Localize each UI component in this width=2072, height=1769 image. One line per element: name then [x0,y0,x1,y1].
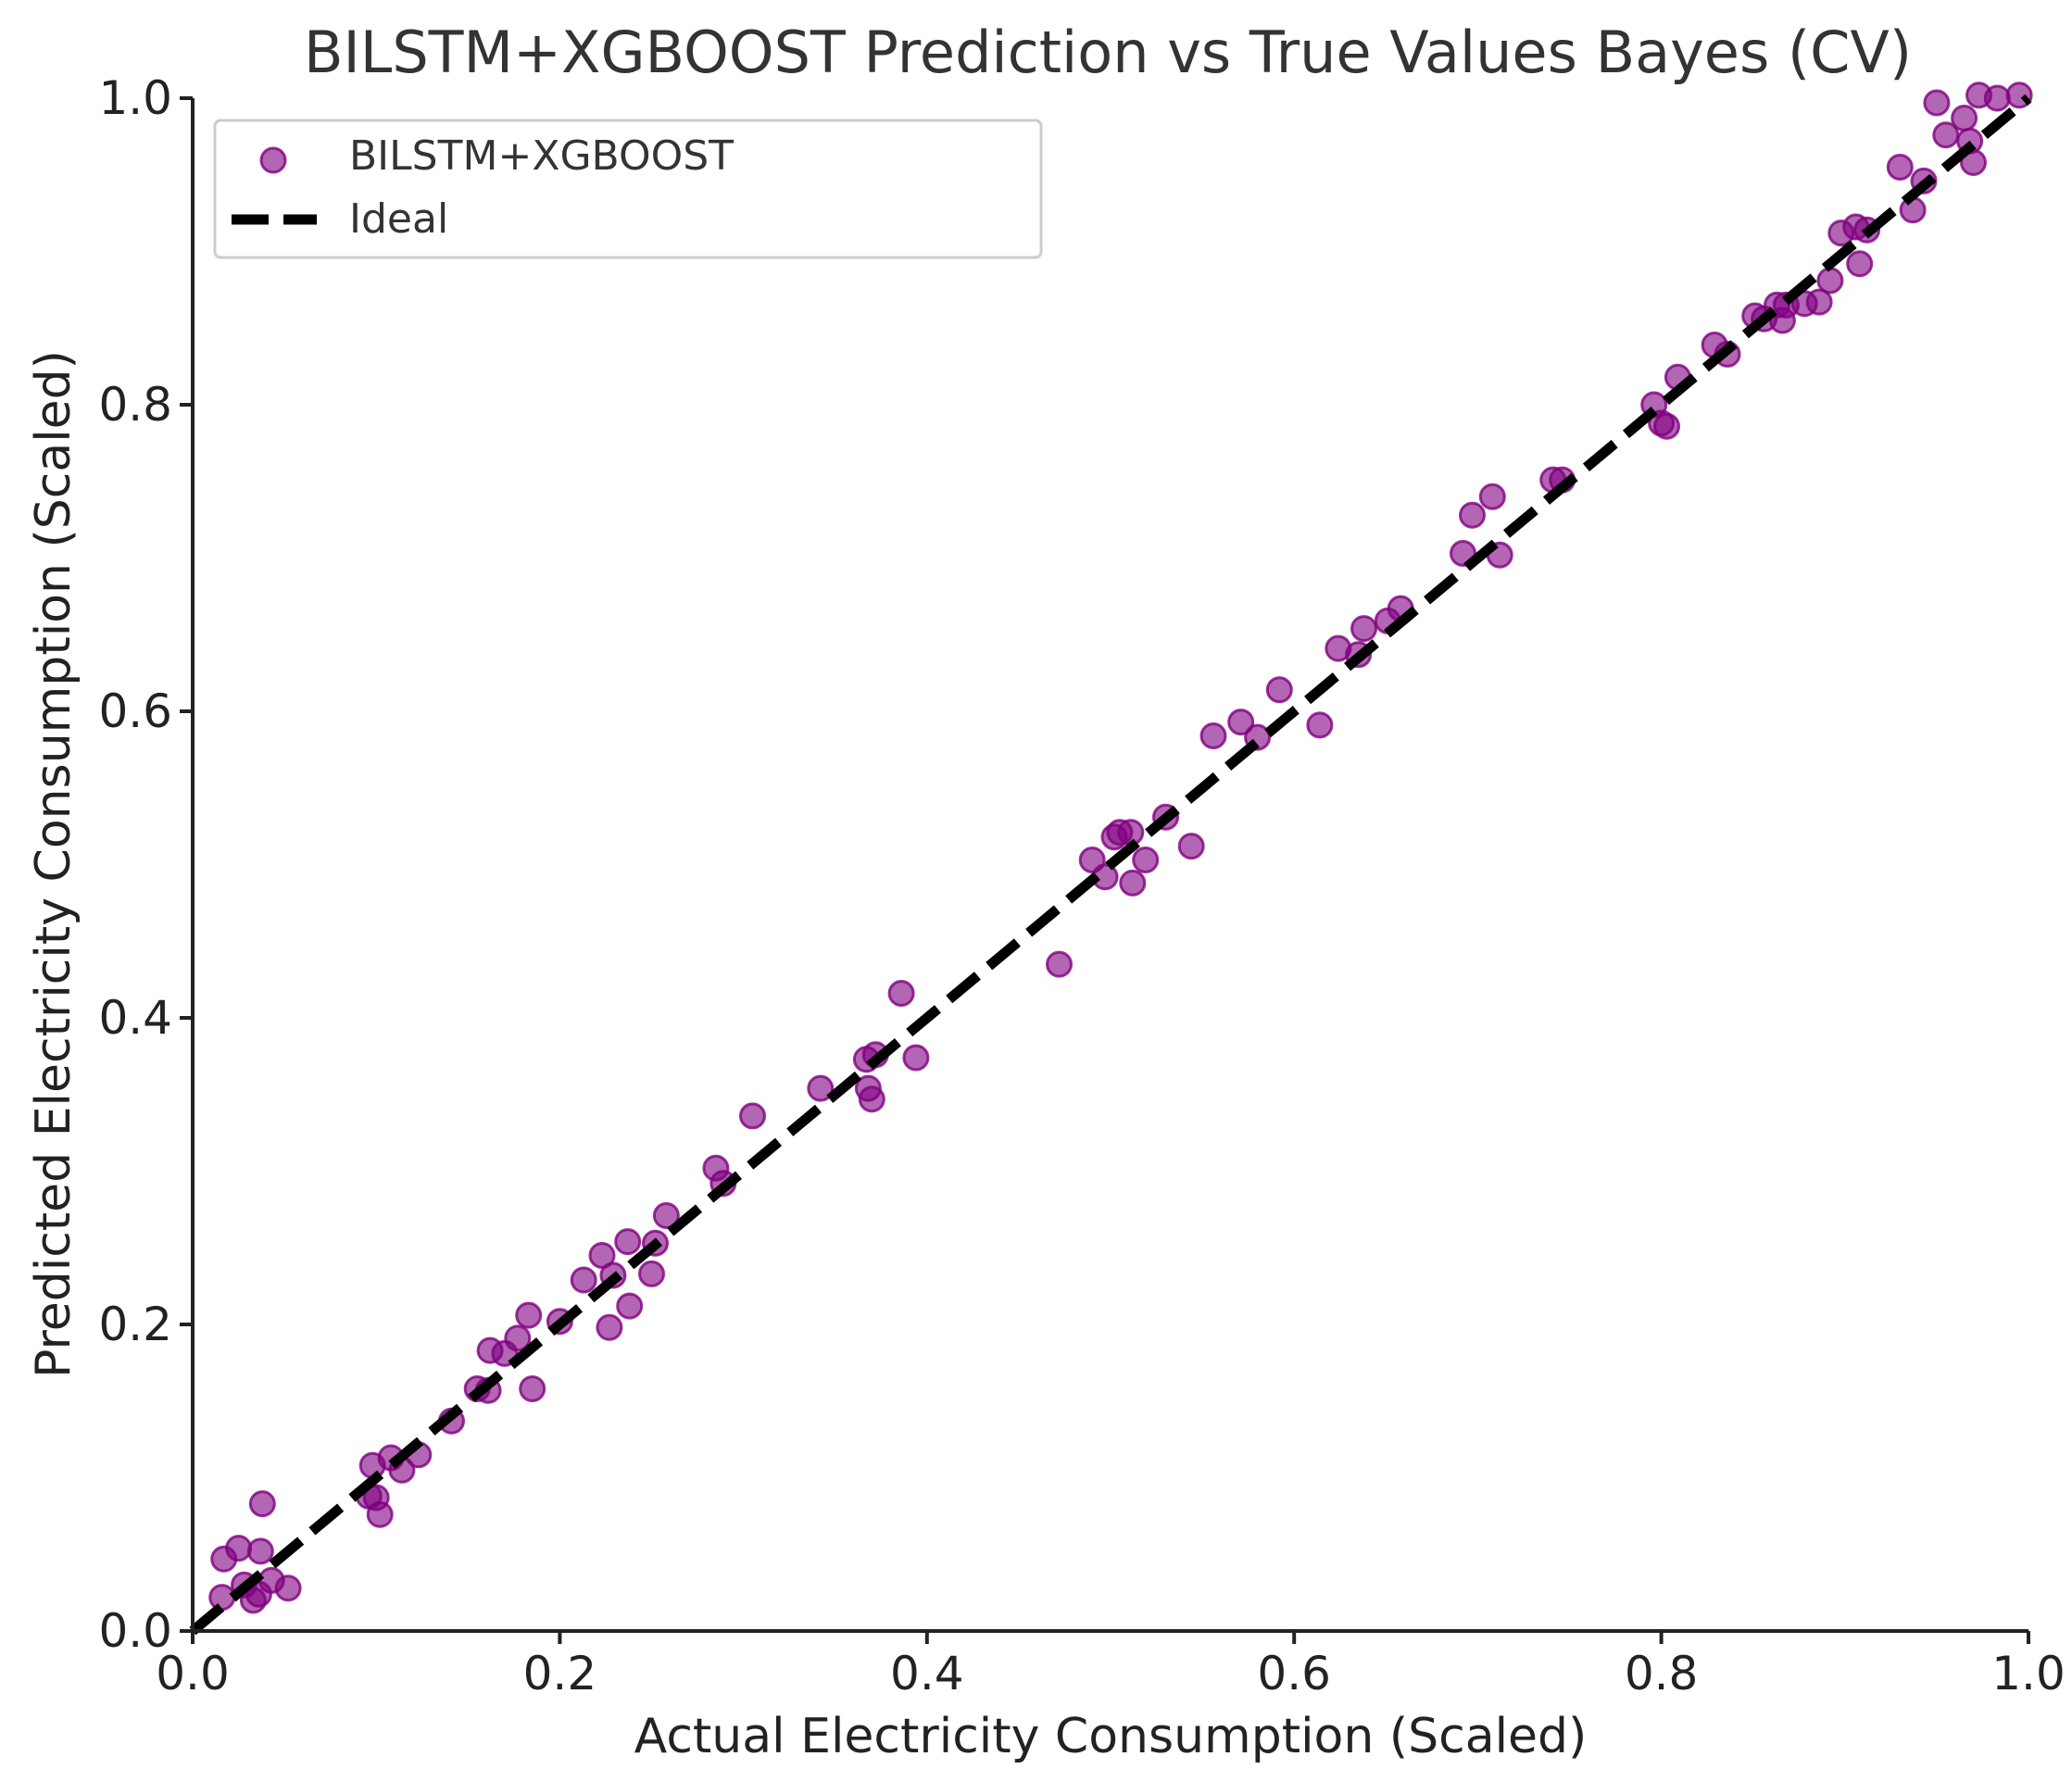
data-point [616,1292,644,1320]
data-point [1227,709,1255,736]
x-tick-label: 1.0 [1991,1647,2066,1700]
data-point [614,1228,642,1256]
ideal-line [189,94,2032,1636]
y-tick-label: 0.2 [98,1298,172,1351]
data-point [1046,950,1073,978]
y-axis-label: Predicted Electricity Consumption (Scale… [26,350,82,1378]
data-point [1119,869,1147,897]
legend: BILSTM+XGBOOST Ideal [213,119,1043,259]
data-point [519,1375,546,1402]
data-point [1923,89,1951,117]
data-point [588,1242,616,1269]
x-tick-label: 0.4 [890,1647,964,1700]
legend-frame [213,119,1043,259]
data-point [248,1490,276,1518]
y-tick-label: 1.0 [98,71,172,125]
data-point [1653,412,1680,440]
data-point [1846,250,1874,278]
data-point [652,1202,680,1229]
data-point [596,1313,623,1341]
data-point [1983,84,2011,112]
legend-label-ideal: Ideal [349,195,448,243]
data-point [638,1260,665,1287]
data-point [274,1575,302,1602]
data-points [208,82,2033,1614]
y-tick-label: 0.4 [98,991,172,1045]
data-point [208,1584,236,1612]
data-point [515,1301,543,1329]
x-axis-label: Actual Electricity Consumption (Scaled) [634,1709,1588,1764]
data-point [366,1500,394,1528]
data-point [1306,711,1334,739]
data-point [1459,501,1486,529]
data-point [1265,676,1293,704]
x-tick-label: 0.8 [1625,1647,1699,1700]
y-axis-ticks: 0.0 0.2 0.4 0.6 0.8 1.0 [98,71,193,1658]
x-tick-label: 0.2 [523,1647,597,1700]
y-tick-label: 0.0 [98,1604,172,1658]
data-point [739,1102,766,1130]
data-point [570,1266,597,1294]
data-point [887,980,915,1007]
y-tick-label: 0.6 [98,684,172,738]
y-tick-label: 0.8 [98,378,172,432]
x-axis-ticks: 0.0 0.2 0.4 0.6 0.8 1.0 [156,1631,2066,1700]
data-point [1478,483,1506,510]
data-point [1951,105,1978,132]
data-point [504,1324,532,1352]
data-point [1350,615,1377,643]
data-point [858,1085,885,1113]
data-point [246,1537,274,1565]
data-point [1886,154,1914,181]
legend-marker-scatter [259,146,287,174]
data-point [1117,819,1145,847]
data-point [1816,267,1844,295]
chart-title: BILSTM+XGBOOST Prediction vs True Values… [304,19,1912,86]
data-point [1899,196,1927,224]
data-point [807,1074,835,1102]
data-point [1805,288,1833,316]
data-point [1199,722,1227,749]
data-point [1132,847,1160,873]
legend-label-scatter: BILSTM+XGBOOST [349,132,734,180]
data-point [1177,833,1205,860]
data-point [225,1535,253,1562]
x-tick-label: 0.6 [1257,1647,1331,1700]
data-point [902,1044,930,1072]
ideal-line-layer [189,94,2032,1636]
x-tick-label: 0.0 [156,1647,230,1700]
